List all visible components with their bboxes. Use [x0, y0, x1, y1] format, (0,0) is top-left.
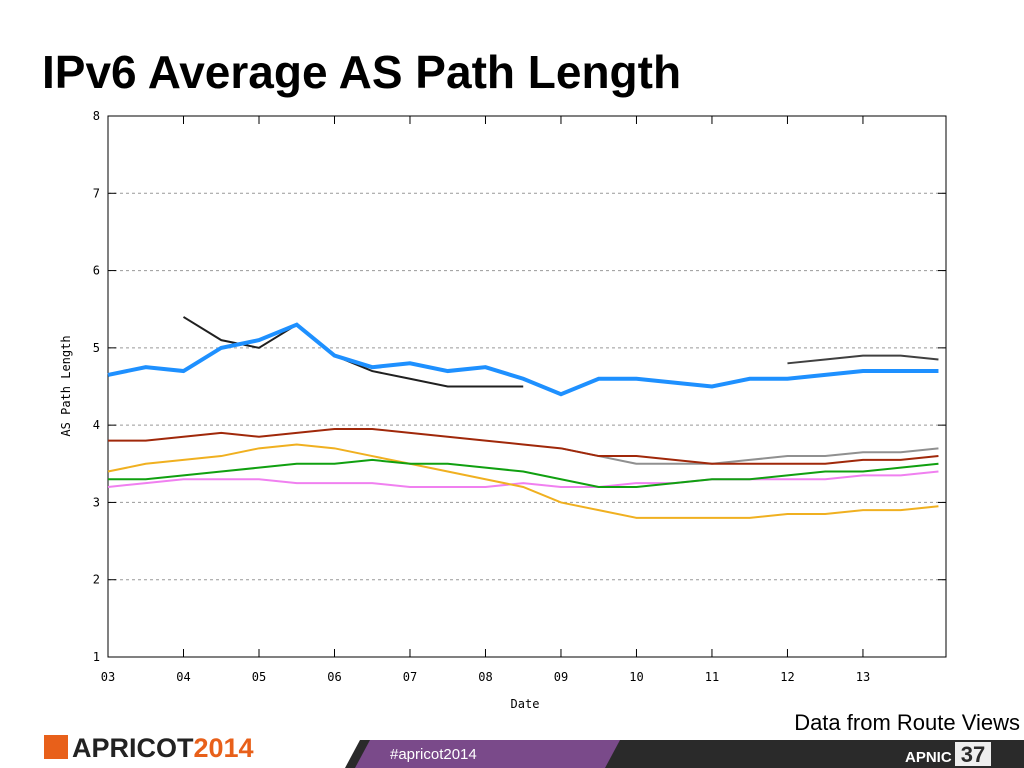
y-tick-label: 2 [93, 573, 100, 587]
series-line [108, 458, 939, 488]
y-axis-label: AS Path Length [59, 335, 73, 436]
y-tick-label: 1 [93, 650, 100, 664]
footer-hashtag: #apricot2014 [390, 746, 477, 763]
series-line [107, 443, 939, 519]
plot-frame [107, 115, 947, 658]
x-tick-label: 09 [554, 670, 568, 684]
x-tick-label: 05 [252, 670, 266, 684]
series-line [108, 428, 939, 465]
footer-org: APNIC [905, 749, 952, 766]
y-tick-label: 4 [93, 418, 100, 432]
x-tick-label: 13 [856, 670, 870, 684]
y-tick-label: 6 [93, 264, 100, 278]
source-note: Data from Route Views [794, 710, 1020, 735]
x-tick-label: 10 [629, 670, 643, 684]
footer-event: APRICOT2014 [72, 733, 254, 763]
y-tick-label: 5 [93, 341, 100, 355]
x-tick-label: 07 [403, 670, 417, 684]
footer-band-purple [355, 740, 620, 768]
x-tick-label: 11 [705, 670, 719, 684]
x-axis-label: Date [511, 697, 540, 711]
number-box [955, 742, 991, 766]
footer-number: 37 [961, 742, 985, 767]
event: APRICOT [72, 733, 194, 763]
x-tick-label: 08 [478, 670, 492, 684]
series-line [107, 470, 939, 488]
x-tick-label: 06 [327, 670, 341, 684]
series-line [787, 354, 939, 365]
x-tick-label: 04 [176, 670, 190, 684]
series-line [560, 447, 939, 465]
y-tick-label: 8 [93, 109, 100, 123]
slide-title: IPv6 Average AS Path Length [42, 46, 681, 98]
x-tick-label: 12 [780, 670, 794, 684]
event-year: 2014 [194, 733, 254, 763]
x-tick-label: 03 [101, 670, 115, 684]
y-tick-label: 3 [93, 495, 100, 509]
series-line [107, 322, 939, 397]
y-tick-label: 7 [93, 186, 100, 200]
logo-icon [44, 735, 68, 759]
